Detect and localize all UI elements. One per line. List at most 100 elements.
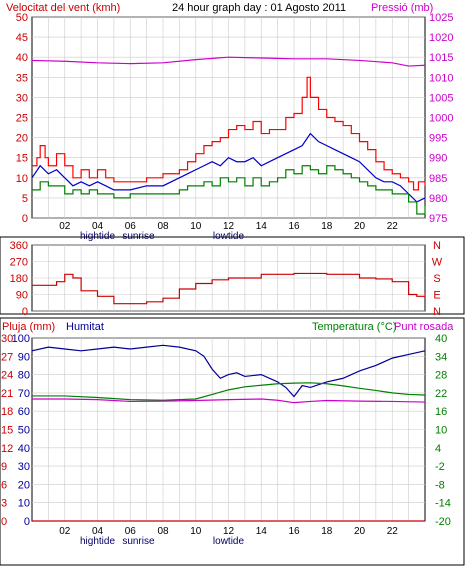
temperature-tick-label: 34 [435, 351, 447, 363]
wind-speed-axis-label: Velocitat del vent (kmh) [6, 2, 120, 14]
y-tick-label: 270 [10, 257, 28, 269]
wind-panel-grid [32, 16, 425, 219]
y2-tick-label: 1005 [429, 92, 453, 104]
y-tick-label: 45 [16, 32, 28, 44]
compass-label: S [433, 273, 440, 285]
x-tick-label: 16 [288, 221, 300, 232]
humidity-tick-labels: 0 10 20 30 40 50 60 70 80 90 100 [12, 333, 30, 528]
y2-tick-label: 1010 [429, 72, 453, 84]
x-tick-label: 08 [157, 526, 169, 537]
rain-tick-label: 18 [1, 406, 13, 418]
series-wind-direction [32, 272, 426, 305]
x-tick-label: 02 [59, 221, 71, 232]
y-tick-label: 35 [16, 72, 28, 84]
temperature-tick-label: 10 [435, 425, 447, 437]
rain-tick-label: 0 [1, 516, 7, 528]
y-tick-label: 5 [22, 193, 28, 205]
temperature-tick-label: -14 [435, 498, 451, 510]
rain-tick-label: 9 [1, 461, 7, 473]
y-tick-label: 15 [16, 153, 28, 165]
y-tick-label: 0 [22, 213, 28, 225]
series-average [31, 132, 426, 203]
y-tick-label: 30 [16, 92, 28, 104]
y-tick-label: 50 [16, 12, 28, 24]
series-punt-rosada [32, 398, 426, 404]
x-tick-label: 20 [354, 526, 366, 537]
y-tick-label: 40 [18, 443, 30, 455]
event-label: hightide [80, 536, 115, 547]
x-tick-label: 10 [190, 526, 202, 537]
x-tick-label: 18 [321, 221, 333, 232]
rain-tick-label: 15 [1, 425, 13, 437]
y-tick-label: 80 [18, 370, 30, 382]
y-tick-label: 20 [16, 133, 28, 145]
temperature-tick-label: -8 [435, 479, 445, 491]
x-tick-label: 14 [256, 526, 268, 537]
pressure-axis-label: Pressió (mb) [371, 2, 433, 14]
rain-tick-label: 27 [1, 351, 13, 363]
temperature-tick-label: -2 [435, 461, 445, 473]
humidity-axis-label: Humitat [66, 321, 104, 333]
y-tick-label: 20 [18, 479, 30, 491]
rain-tick-labels: 0 3 6 9 12 15 18 21 24 27 30 [1, 333, 13, 528]
rain-tick-label: 6 [1, 479, 7, 491]
y-tick-label: 180 [10, 273, 28, 285]
x-tick-label: 04 [92, 221, 104, 232]
x-tick-label: 10 [190, 221, 202, 232]
x-tick-label: 06 [125, 221, 137, 232]
y2-tick-label: 980 [429, 193, 447, 205]
y-tick-label: 360 [10, 240, 28, 252]
wind-speed-tick-labels: 0 5 10 15 20 25 30 35 40 45 50 [16, 12, 28, 225]
series-temperatura [32, 382, 426, 401]
y2-tick-label: 990 [429, 153, 447, 165]
temperature-tick-labels: -20 -14 -8 -2 4 10 16 22 28 34 40 [435, 333, 451, 528]
humidity-panel-x-labels: 02 04 06 08 10 12 14 16 18 20 22 [59, 526, 398, 537]
y-tick-label: 10 [16, 173, 28, 185]
temperature-tick-label: -20 [435, 516, 451, 528]
y-tick-label: 30 [18, 461, 30, 473]
rain-tick-label: 30 [1, 333, 13, 345]
direction-tick-labels: 0 90 180 270 360 [10, 240, 28, 318]
x-tick-label: 20 [354, 221, 366, 232]
series-humitat [31, 344, 426, 398]
rain-axis-label: Pluja (mm) [2, 321, 55, 333]
x-tick-label: 16 [288, 526, 300, 537]
x-tick-label: 04 [92, 526, 104, 537]
y2-tick-label: 1020 [429, 32, 453, 44]
compass-label: N [433, 240, 441, 252]
series-gust [32, 76, 426, 191]
direction-panel-border [0, 236, 465, 315]
direction-panel-series [32, 272, 426, 305]
x-tick-label: 22 [387, 526, 399, 537]
y2-tick-label: 985 [429, 173, 447, 185]
pressure-tick-labels: 975 980 985 990 995 1000 1005 1010 1015 1020 1025 [429, 12, 453, 225]
x-tick-label: 08 [157, 221, 169, 232]
y2-tick-label: 1000 [429, 113, 453, 125]
y-tick-label: 100 [12, 333, 30, 345]
y-tick-label: 0 [22, 306, 28, 318]
x-tick-label: 22 [387, 221, 399, 232]
chart-title: 24 hour graph day : 01 Agosto 2011 [172, 2, 346, 14]
rain-tick-label: 24 [1, 370, 13, 382]
rain-tick-label: 3 [1, 498, 7, 510]
x-tick-label: 06 [125, 526, 137, 537]
temperature-tick-label: 16 [435, 406, 447, 418]
humidity-panel-events: hightide sunrise lowtide [80, 536, 245, 547]
temperature-tick-label: 4 [435, 443, 441, 455]
temperature-tick-label: 28 [435, 370, 447, 382]
y-tick-label: 90 [18, 351, 30, 363]
y-tick-label: 90 [16, 290, 28, 302]
series-minimum [32, 165, 426, 215]
wind-panel-x-labels: 02 04 06 08 10 12 14 16 18 20 22 [59, 221, 398, 232]
x-tick-label: 18 [321, 526, 333, 537]
temperature-axis-label: Temperatura (°C) [312, 321, 396, 333]
series-pressure [31, 56, 426, 67]
y2-tick-label: 1025 [429, 12, 453, 24]
x-tick-label: 12 [223, 221, 235, 232]
dewpoint-axis-label: Punt rosada [394, 321, 454, 333]
y-tick-label: 10 [18, 498, 30, 510]
humidity-panel-grid [32, 337, 425, 522]
y2-tick-label: 995 [429, 133, 447, 145]
rain-tick-label: 12 [1, 443, 13, 455]
